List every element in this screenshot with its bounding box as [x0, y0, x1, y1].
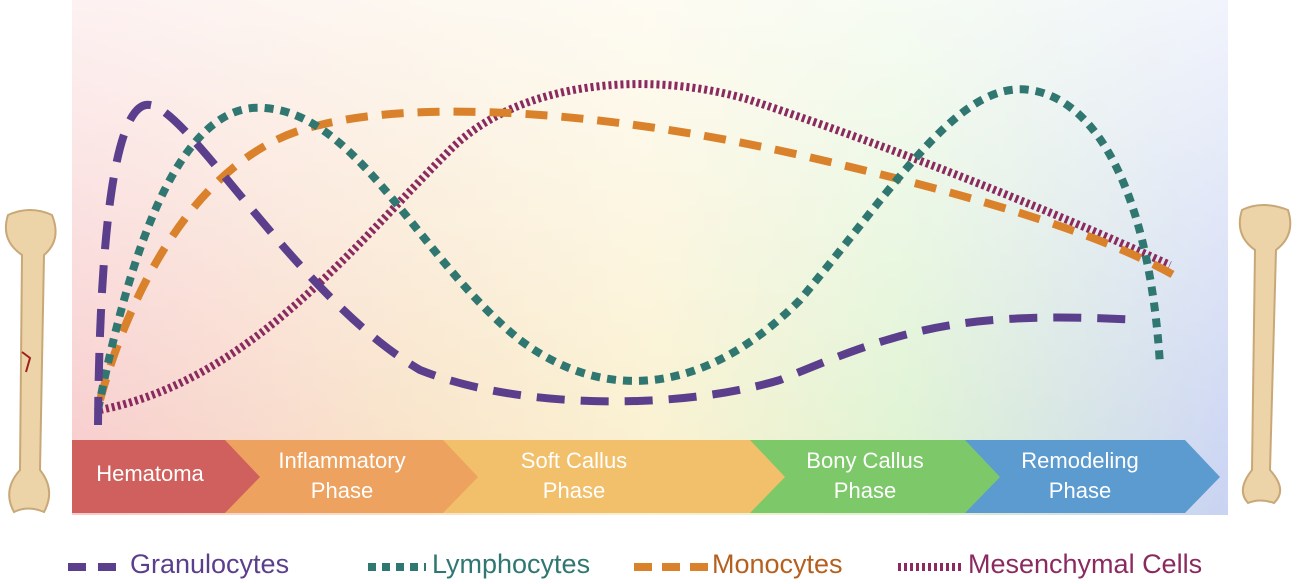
phase-arrow [205, 440, 478, 513]
lymphocytes-curve [94, 85, 1164, 411]
legend-label: Lymphocytes [432, 549, 590, 579]
background-fade [72, 0, 1228, 515]
phase-label: Soft Callus [521, 448, 627, 473]
bone-right [1238, 204, 1292, 505]
phase-label: Phase [834, 478, 896, 503]
phase-label: Inflammatory [278, 448, 405, 473]
legend-label: Mesenchymal Cells [968, 549, 1202, 579]
phase-label: Phase [543, 478, 605, 503]
monocytes-curve [96, 107, 1185, 402]
phase-label: Bony Callus [806, 448, 923, 473]
legend-label: Granulocytes [130, 549, 289, 579]
granulocytes-curve [94, 100, 1141, 426]
phase-arrow [72, 440, 260, 513]
mesenchymal-curve [99, 80, 1172, 414]
phase-arrow [945, 440, 1220, 513]
phase-label: Phase [311, 478, 373, 503]
phase-label: Hematoma [96, 461, 204, 486]
legend-label: Monocytes [712, 549, 843, 579]
phase-label: Phase [1049, 478, 1111, 503]
bone-left [4, 209, 57, 514]
phase-label: Remodeling [1021, 448, 1138, 473]
phase-arrow [440, 440, 785, 513]
phase-arrow [730, 440, 1000, 513]
